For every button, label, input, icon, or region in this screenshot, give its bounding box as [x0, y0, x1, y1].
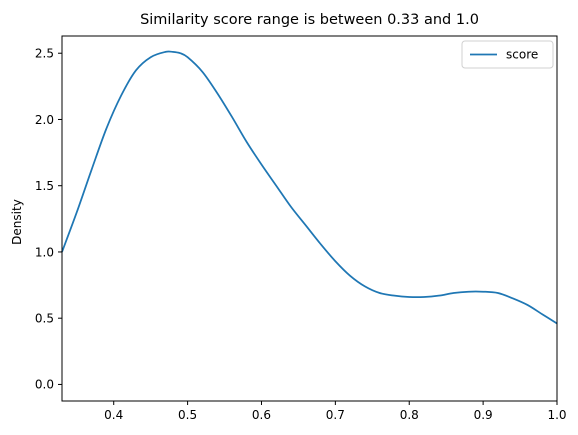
legend-box [461, 40, 554, 69]
chart-title: Similarity score range is between 0.33 a… [140, 12, 479, 28]
y-tick-label: 2.0 [35, 113, 54, 127]
legend: score [461, 40, 554, 69]
y-axis-ticks: 0.0 0.5 1.0 1.5 2.0 2.5 [35, 47, 62, 392]
y-tick-label: 0.5 [35, 311, 54, 325]
y-axis-label: Density [10, 199, 24, 245]
legend-label-score: score [506, 48, 538, 62]
plot-frame [61, 35, 558, 402]
x-tick-label: 1.0 [547, 408, 566, 422]
x-tick-label: 0.8 [400, 408, 419, 422]
x-tick-label: 0.9 [474, 408, 493, 422]
x-tick-label: 0.5 [178, 408, 197, 422]
y-tick-label: 1.0 [35, 245, 54, 259]
x-tick-label: 0.7 [326, 408, 345, 422]
y-tick-label: 0.0 [35, 378, 54, 392]
plot-area: 0.4 0.5 0.6 0.7 0.8 0.9 1.0 0.0 0.5 1.0 1.5 2.0 2.5 [35, 35, 567, 422]
y-tick-label: 1.5 [35, 179, 54, 193]
series-layer [61, 50, 558, 325]
x-tick-label: 0.4 [104, 408, 123, 422]
x-axis-ticks: 0.4 0.5 0.6 0.7 0.8 0.9 1.0 [104, 401, 567, 422]
x-tick-label: 0.6 [252, 408, 271, 422]
y-tick-label: 2.5 [35, 47, 54, 61]
series-line-score [61, 50, 558, 325]
